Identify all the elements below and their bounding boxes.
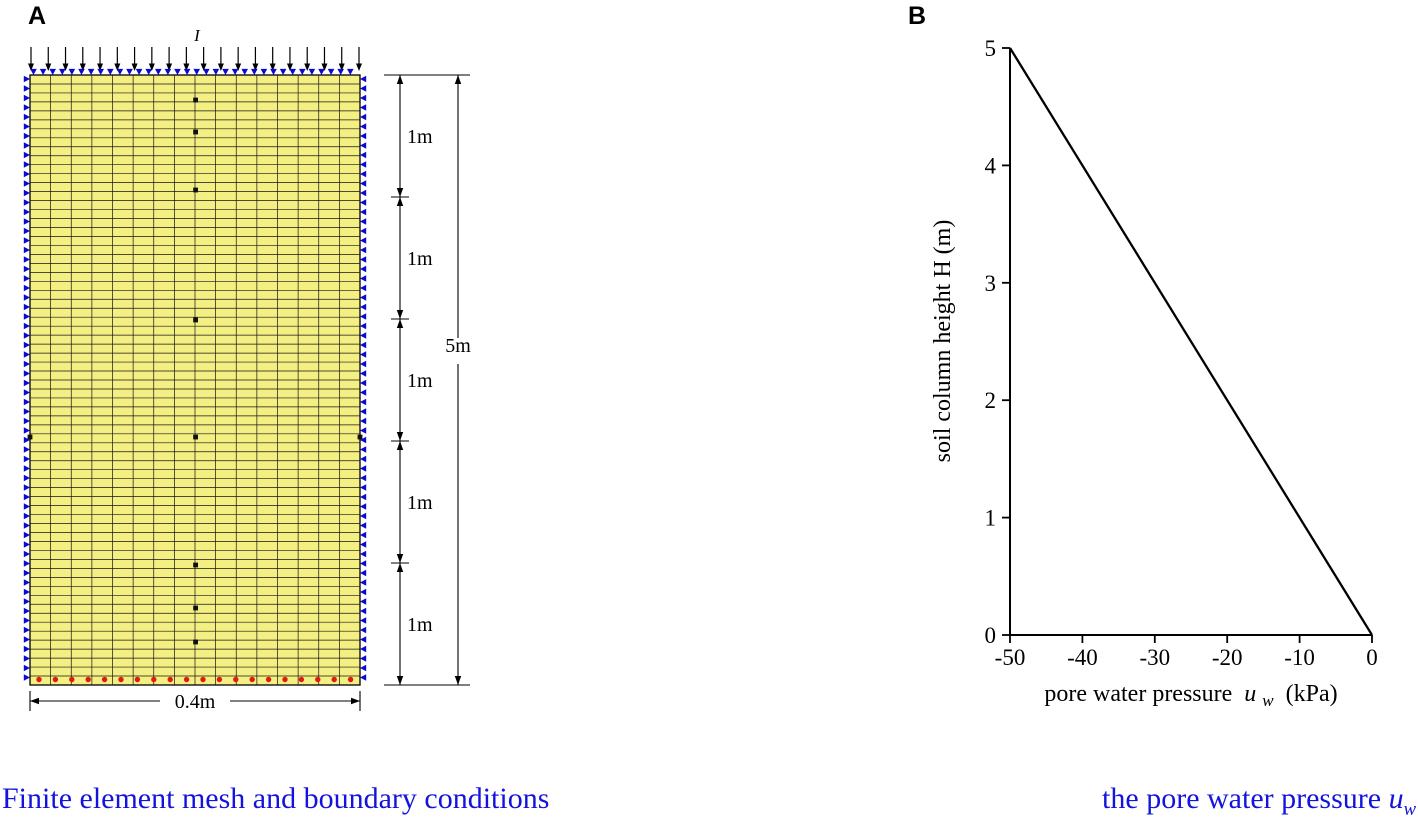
caption-b-subscript: w [1403, 799, 1416, 820]
y-tick-label: 5 [985, 36, 997, 61]
pressure-line [1009, 47, 1373, 636]
dim-label-5m: 5m [445, 335, 471, 357]
x-tick-label: -20 [1212, 645, 1243, 670]
x-axis-label-prefix: pore water pressure [1044, 681, 1232, 707]
x-axis-label-subscript: w [1262, 691, 1274, 710]
x-tick-label: -10 [1284, 645, 1315, 670]
y-tick-label: 0 [985, 623, 997, 648]
caption-b-prefix: the pore water pressure [1102, 782, 1389, 815]
y-tick-label: 4 [985, 153, 997, 178]
caption-a-text: Finite element mesh and boundary conditi… [2, 782, 550, 815]
top-boundary-markers [30, 68, 354, 75]
x-tick-label: -30 [1139, 645, 1170, 670]
y-tick-label: 2 [985, 388, 997, 413]
panel-a-label: A [28, 2, 47, 30]
y-axis-ticks: 0 1 2 3 4 5 [985, 36, 1010, 648]
x-tick-label: 0 [1366, 645, 1378, 670]
surface-load-arrows [28, 47, 362, 71]
dim-label-1m-2: 1m [407, 248, 433, 270]
node-markers [27, 97, 363, 645]
x-axis-label: pore water pressure u w (kPa) [1044, 681, 1337, 712]
caption-b-symbol: u [1388, 782, 1404, 815]
base-boundary-markers [36, 676, 354, 683]
load-label: I [193, 26, 201, 45]
x-axis-ticks: -50 -40 -30 -20 -10 0 [995, 635, 1378, 670]
pressure-chart: -50 -40 -30 -20 -10 0 0 1 2 3 4 5 soil column heig… [930, 36, 1378, 712]
mesh-diagram: I 1m 1m 1m 1m 1m 5m 0.4m [23, 26, 471, 713]
x-tick-label: -50 [995, 645, 1026, 670]
mesh-grid-lines [30, 75, 360, 685]
dimension-lines [29, 74, 470, 711]
x-tick-label: -40 [1067, 645, 1098, 670]
dim-label-1m-4: 1m [407, 492, 433, 514]
x-axis-label-symbol: u [1244, 681, 1256, 707]
right-boundary-markers [360, 75, 367, 681]
left-boundary-markers [23, 75, 30, 681]
x-axis-label-suffix: (kPa) [1286, 681, 1338, 707]
panel-b-label: B [908, 2, 927, 30]
y-axis-label: soil column height H (m) [930, 220, 956, 463]
dim-label-1m-5: 1m [407, 614, 433, 636]
dim-label-1m-3: 1m [407, 370, 433, 392]
y-tick-label: 3 [985, 271, 997, 296]
caption-panel-b: the pore water pressure uw [1102, 782, 1416, 821]
chart-axes [1009, 48, 1372, 636]
dim-label-width: 0.4m [175, 691, 216, 713]
y-tick-label: 1 [985, 506, 997, 531]
dim-label-1m-1: 1m [407, 126, 433, 148]
caption-panel-a: Finite element mesh and boundary conditi… [2, 782, 549, 816]
